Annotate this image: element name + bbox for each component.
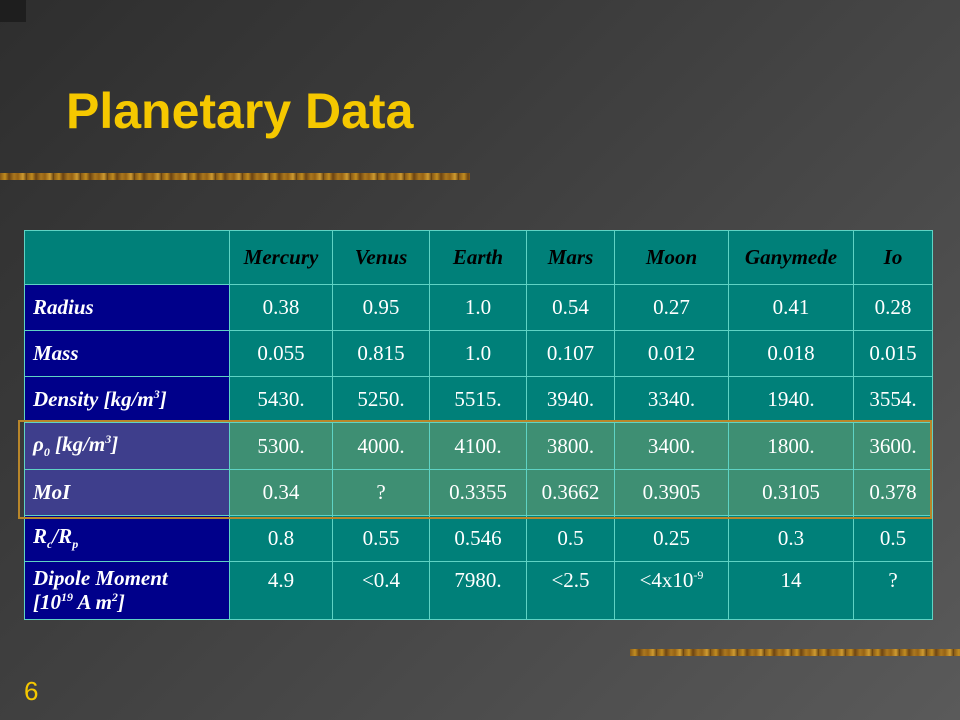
- table-row-mass: Mass 0.055 0.815 1.0 0.107 0.012 0.018 0…: [24, 330, 933, 378]
- table-cell: <2.5: [526, 560, 615, 621]
- row-label-subscript: p: [72, 537, 79, 552]
- column-header: Mars: [526, 229, 615, 286]
- table-cell: 0.107: [526, 330, 615, 378]
- row-label-superscript: 19: [61, 590, 73, 605]
- row-label-tail: ]: [111, 431, 119, 456]
- column-header: Moon: [614, 229, 729, 286]
- planetary-data-table: Mercury Venus Earth Mars Moon Ganymede I…: [24, 229, 933, 621]
- header-row: Mercury Venus Earth Mars Moon Ganymede I…: [24, 229, 933, 286]
- table-cell: 0.54: [526, 284, 615, 332]
- row-label: Rc/Rp: [24, 514, 230, 562]
- row-label: Density [kg/m3]: [24, 376, 230, 424]
- table-cell: 7980.: [429, 560, 527, 621]
- table-cell: 14: [728, 560, 854, 621]
- row-label: ρ0 [kg/m3]: [24, 422, 230, 470]
- row-label-text: Dipole Moment: [33, 566, 168, 591]
- table-row-radius: Radius 0.38 0.95 1.0 0.54 0.27 0.41 0.28: [24, 284, 933, 332]
- slide-number: 6: [24, 676, 39, 706]
- table-cell: 3340.: [614, 376, 729, 424]
- column-header: Earth: [429, 229, 527, 286]
- table-row-dipole-moment: Dipole Moment [1019 A m2] 4.9 <0.4 7980. …: [24, 560, 933, 621]
- table-cell: 0.815: [332, 330, 430, 378]
- column-header: Ganymede: [728, 229, 854, 286]
- row-label-text: [kg/m: [49, 431, 106, 456]
- row-label-text: Density [kg/m: [33, 387, 154, 412]
- table-cell: 3940.: [526, 376, 615, 424]
- row-label: Mass: [24, 330, 230, 378]
- cell-superscript: -9: [693, 567, 704, 582]
- rho-symbol: ρ: [33, 431, 44, 456]
- table-cell: 0.015: [853, 330, 933, 378]
- table-cell: 0.5: [853, 514, 933, 562]
- row-label-text: [10: [33, 590, 61, 615]
- table-row-core-ratio: Rc/Rp 0.8 0.55 0.546 0.5 0.25 0.3 0.5: [24, 514, 933, 562]
- slide-title: Planetary Data: [66, 83, 414, 139]
- row-label: MoI: [24, 468, 230, 516]
- table-cell: <4x10-9: [614, 560, 729, 621]
- row-label-tail: ]: [159, 387, 167, 412]
- table-cell: 0.3355: [429, 468, 527, 516]
- table-cell: 0.055: [229, 330, 333, 378]
- table-cell: 4.9: [229, 560, 333, 621]
- table-cell: 0.012: [614, 330, 729, 378]
- table-cell: 0.3: [728, 514, 854, 562]
- table-cell: 0.3105: [728, 468, 854, 516]
- table-cell: 0.55: [332, 514, 430, 562]
- column-header: Venus: [332, 229, 430, 286]
- table-cell: 1800.: [728, 422, 854, 470]
- row-label-text: /R: [52, 524, 73, 549]
- table-row-rho0: ρ0 [kg/m3] 5300. 4000. 4100. 3800. 3400.…: [24, 422, 933, 470]
- table-cell: 0.378: [853, 468, 933, 516]
- table-cell: 0.34: [229, 468, 333, 516]
- row-label-superscript: 3: [105, 431, 112, 446]
- corner-decoration: [0, 0, 26, 22]
- row-label-text: R: [33, 524, 48, 549]
- table-cell: 4100.: [429, 422, 527, 470]
- row-label: Radius: [24, 284, 230, 332]
- table-cell: 3800.: [526, 422, 615, 470]
- table-row-moi: MoI 0.34 ? 0.3355 0.3662 0.3905 0.3105 0…: [24, 468, 933, 516]
- cell-text: <4x10: [639, 567, 694, 592]
- decorative-stripe-top: [0, 173, 470, 180]
- table-cell: 5515.: [429, 376, 527, 424]
- row-label-text: A m: [73, 590, 112, 615]
- table-cell: ?: [853, 560, 933, 621]
- table-cell: 1.0: [429, 330, 527, 378]
- table-cell: 0.5: [526, 514, 615, 562]
- row-label-subscript: c: [47, 537, 53, 552]
- row-label-subscript: 0: [43, 445, 50, 460]
- header-corner-cell: [24, 229, 230, 286]
- table-cell: ?: [332, 468, 430, 516]
- row-label: Dipole Moment [1019 A m2]: [24, 560, 230, 621]
- table-cell: 0.41: [728, 284, 854, 332]
- table-cell: 3554.: [853, 376, 933, 424]
- table-row-density: Density [kg/m3] 5430. 5250. 5515. 3940. …: [24, 376, 933, 424]
- table-cell: 0.546: [429, 514, 527, 562]
- column-header: Io: [853, 229, 933, 286]
- table-cell: <0.4: [332, 560, 430, 621]
- table-cell: 0.018: [728, 330, 854, 378]
- table-cell: 0.95: [332, 284, 430, 332]
- row-label-superscript: 3: [153, 387, 160, 402]
- table-cell: 0.38: [229, 284, 333, 332]
- table-cell: 5250.: [332, 376, 430, 424]
- column-header: Mercury: [229, 229, 333, 286]
- table-cell: 0.3662: [526, 468, 615, 516]
- table-cell: 5430.: [229, 376, 333, 424]
- table-cell: 1940.: [728, 376, 854, 424]
- decorative-stripe-bottom: [630, 649, 960, 656]
- table-cell: 0.27: [614, 284, 729, 332]
- table-cell: 0.28: [853, 284, 933, 332]
- table-cell: 4000.: [332, 422, 430, 470]
- table-cell: 3600.: [853, 422, 933, 470]
- row-label-tail: ]: [117, 590, 125, 615]
- table-cell: 3400.: [614, 422, 729, 470]
- table-cell: 0.3905: [614, 468, 729, 516]
- table-cell: 1.0: [429, 284, 527, 332]
- table-cell: 5300.: [229, 422, 333, 470]
- row-label-superscript: 2: [111, 590, 118, 605]
- table-cell: 0.8: [229, 514, 333, 562]
- table-cell: 0.25: [614, 514, 729, 562]
